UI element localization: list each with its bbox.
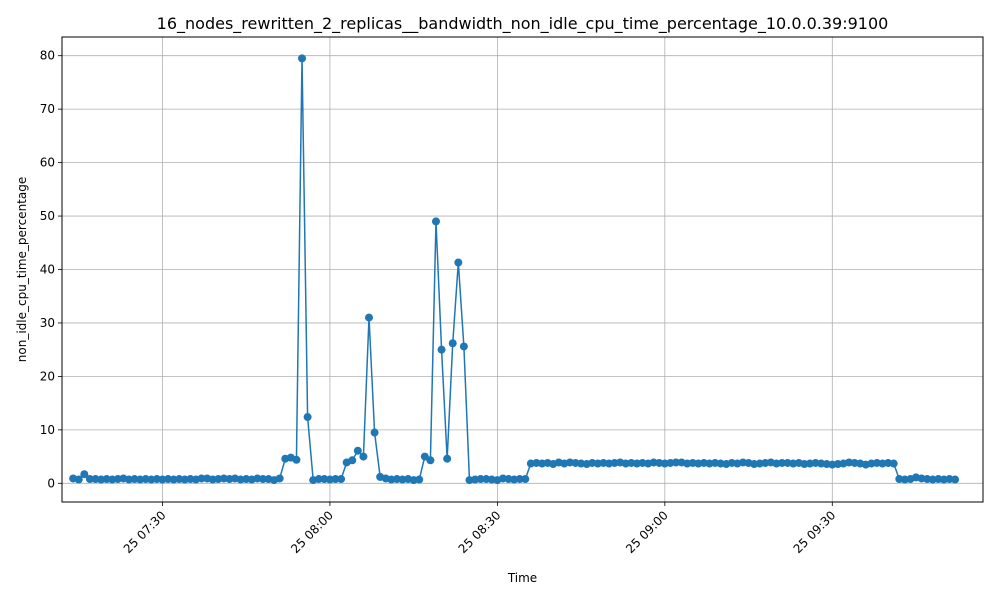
data-point <box>353 446 362 455</box>
y-tick-label: 40 <box>40 263 55 277</box>
data-point <box>426 456 435 465</box>
data-point <box>454 258 463 267</box>
data-point <box>348 456 357 465</box>
data-point <box>292 455 301 464</box>
data-point <box>303 413 312 422</box>
grid <box>62 37 983 502</box>
y-tick-label: 70 <box>40 102 55 116</box>
data-point <box>459 342 468 351</box>
data-point <box>314 475 323 484</box>
data-point <box>298 54 307 63</box>
series-layer <box>69 54 960 485</box>
y-tick-label: 30 <box>40 316 55 330</box>
data-point <box>431 217 440 226</box>
data-point <box>80 470 89 479</box>
data-point <box>85 475 94 484</box>
data-point <box>337 475 346 484</box>
data-point <box>258 475 267 484</box>
data-point <box>275 474 284 483</box>
y-tick-label: 50 <box>40 209 55 223</box>
data-point <box>331 475 340 484</box>
data-point <box>521 475 530 484</box>
data-point <box>889 459 898 468</box>
data-point <box>448 339 457 348</box>
data-point <box>476 475 485 484</box>
data-point <box>197 474 206 483</box>
data-point <box>515 475 524 484</box>
data-point <box>778 458 787 467</box>
data-point <box>672 458 680 467</box>
y-tick-label: 20 <box>40 369 55 383</box>
y-axis-label: non_idle_cpu_time_percentage <box>15 177 29 362</box>
y-tick-label: 10 <box>40 423 55 437</box>
data-point <box>415 475 424 484</box>
data-point <box>951 475 960 484</box>
chart-title: 16_nodes_rewritten_2_replicas__bandwidth… <box>157 14 889 34</box>
data-point <box>443 454 452 463</box>
data-point <box>437 345 446 354</box>
y-tick-label: 0 <box>47 476 55 490</box>
y-tick-label: 80 <box>40 49 55 63</box>
data-point <box>370 428 379 437</box>
data-point <box>365 313 373 322</box>
x-axis-label: Time <box>507 571 537 585</box>
y-tick-label: 60 <box>40 156 55 170</box>
data-point <box>74 475 83 484</box>
y-axis: 0 10 20 30 40 50 60 70 80 <box>40 49 62 490</box>
data-point <box>359 452 368 461</box>
